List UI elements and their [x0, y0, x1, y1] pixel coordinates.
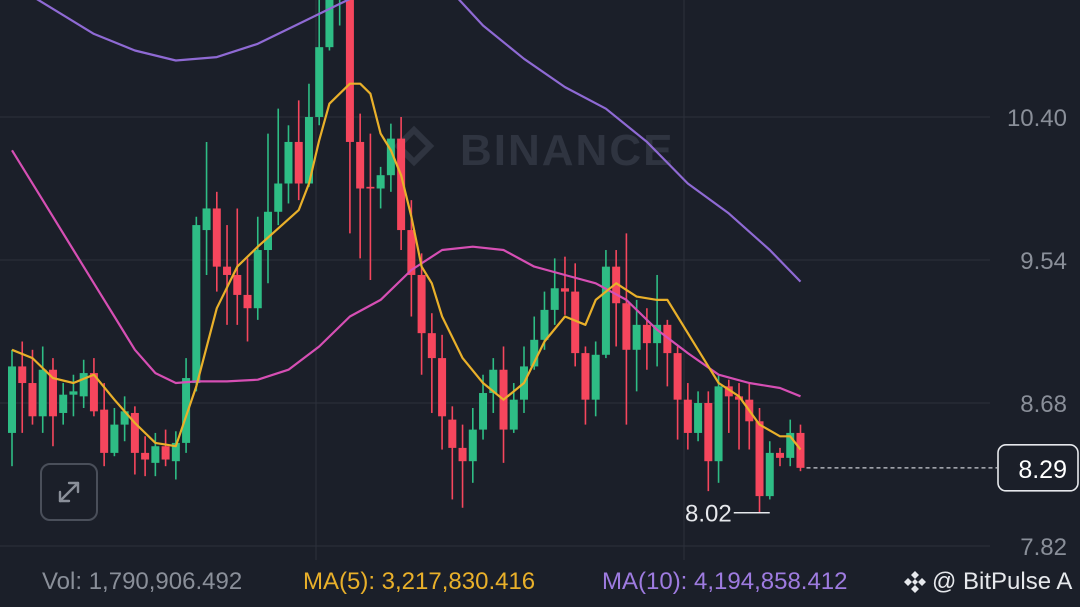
candle-body	[89, 373, 98, 412]
candle-body	[233, 274, 242, 295]
last-price-label: 8.29	[1018, 456, 1067, 484]
candle-body	[59, 394, 68, 413]
candle-body	[100, 409, 109, 453]
ma-mid-line	[11, 149, 801, 398]
expand-arrows-icon	[58, 481, 80, 503]
candle-body	[581, 353, 590, 400]
brand-label: @ BitPulse A	[932, 568, 1073, 595]
candle-body	[223, 266, 232, 275]
volume-label: Vol: 1,790,906.492	[42, 568, 243, 595]
candle-body	[356, 141, 365, 189]
candle-body	[427, 333, 436, 359]
candle-body	[724, 386, 733, 397]
candle-body	[69, 391, 78, 395]
candle-body	[110, 424, 119, 453]
candle-body	[632, 324, 641, 350]
candle-body	[796, 432, 805, 468]
candle-body	[540, 309, 549, 340]
binance-diamond-icon	[904, 571, 926, 593]
candle-body	[683, 399, 692, 433]
candle-body	[192, 225, 201, 384]
y-tick-label: 9.54	[1020, 248, 1067, 275]
candle-body	[294, 141, 303, 184]
candle-body	[151, 446, 160, 463]
candle-body	[653, 324, 662, 344]
candle-body	[304, 116, 313, 184]
candle-body	[438, 358, 447, 417]
candle-body	[202, 208, 211, 231]
y-tick-label: 8.68	[1020, 391, 1067, 418]
low-marker-label: 8.02	[685, 501, 732, 528]
candle-body	[315, 47, 324, 117]
candle-body	[530, 339, 539, 367]
candle-body	[325, 0, 334, 48]
candle-body	[253, 250, 262, 309]
last-price-box	[997, 444, 1079, 492]
candle-body	[448, 419, 457, 448]
candle-body	[130, 412, 139, 453]
expand-button[interactable]	[40, 463, 98, 521]
watermark-text: BINANCE	[460, 126, 674, 175]
brand-tag: @ BitPulse A	[902, 568, 1072, 596]
candle-body	[120, 411, 129, 425]
candle-body	[591, 354, 600, 400]
candle-body	[560, 288, 569, 292]
candle-body	[264, 211, 272, 251]
candle-body	[776, 452, 784, 458]
candle-body	[407, 230, 416, 275]
candle-body	[479, 393, 488, 430]
candle-body	[704, 402, 713, 462]
candle-body	[673, 353, 682, 400]
candle-body	[376, 175, 385, 189]
candle-body	[18, 366, 27, 384]
candle-body	[345, 0, 354, 142]
candle-body	[212, 208, 221, 267]
candle-body	[171, 442, 180, 462]
candle-body	[663, 324, 672, 354]
candle-body	[243, 294, 252, 309]
candle-body	[366, 186, 375, 189]
candle-body	[28, 383, 37, 417]
ma5-label: MA(5): 3,217,830.416	[303, 568, 536, 595]
candle-body	[622, 303, 631, 350]
ma-slow-line	[36, 0, 802, 283]
candle-body	[284, 141, 293, 184]
candle-body	[417, 274, 426, 334]
candle-body	[161, 446, 170, 460]
candle-body	[550, 288, 559, 310]
candle-body	[765, 452, 774, 497]
candle-body	[755, 421, 764, 497]
candle-body	[38, 369, 47, 417]
candle-body	[509, 399, 518, 430]
candle-body	[694, 402, 703, 433]
candle-body	[274, 183, 283, 212]
indicator-footer: Vol: 1,790,906.492 MA(5): 3,217,830.416 …	[0, 563, 1080, 603]
y-tick-label: 10.40	[1007, 105, 1067, 132]
candle-body	[786, 432, 795, 458]
candle-body	[642, 324, 651, 344]
candle-body	[79, 373, 88, 397]
candle-body	[48, 369, 57, 417]
ma10-label: MA(10): 4,194,858.412	[602, 568, 848, 595]
candle-body	[141, 452, 150, 460]
candle-body	[386, 138, 395, 176]
candle-body	[601, 266, 610, 355]
candle-body	[8, 366, 16, 433]
candle-body	[714, 386, 723, 462]
candle-body	[182, 378, 191, 443]
candle-body	[571, 291, 580, 354]
candle-body	[468, 429, 477, 462]
candle-body	[397, 138, 406, 231]
candle-body	[489, 369, 498, 394]
candle-body	[612, 266, 621, 304]
y-tick-label: 7.82	[1020, 534, 1067, 561]
ma-fast-line	[11, 82, 802, 451]
candle-body	[458, 447, 467, 462]
